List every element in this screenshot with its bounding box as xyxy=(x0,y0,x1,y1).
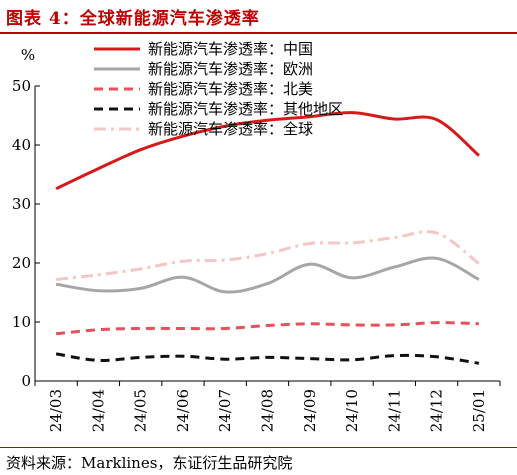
x-tick-label: 24/11 xyxy=(385,389,403,432)
source-label: 资料来源： xyxy=(6,454,82,472)
legend-entry: 新能源汽车渗透率：其他地区 xyxy=(148,100,343,118)
chart-area: % 0 10 20 30 40 50 24/03 24/04 24/05 24/06 24/07 24/… xyxy=(12,40,501,432)
series-line xyxy=(55,230,480,281)
series-lines xyxy=(55,111,480,365)
y-axis-unit: % xyxy=(21,46,35,64)
x-tick-label: 24/12 xyxy=(428,389,446,432)
source-note: 资料来源：Marklines，东证衍生品研究院 xyxy=(6,452,292,473)
figure-title-bar: 图表 4：全球新能源汽车渗透率 xyxy=(0,0,517,34)
series-line xyxy=(55,256,480,294)
y-tick-label: 40 xyxy=(12,136,31,154)
legend-entry: 新能源汽车渗透率：北美 xyxy=(148,80,313,98)
x-tick-label: 24/05 xyxy=(132,389,150,432)
y-tick-label: 10 xyxy=(12,313,31,331)
y-tick-label: 20 xyxy=(12,254,31,272)
x-tick-label: 24/09 xyxy=(301,389,319,432)
chart-axes: % 0 10 20 30 40 50 24/03 24/04 24/05 24/06 24/07 24/… xyxy=(12,46,501,432)
y-tick-label: 0 xyxy=(21,372,31,390)
legend-entry: 新能源汽车渗透率：全球 xyxy=(148,120,313,138)
chart-legend: 新能源汽车渗透率：中国新能源汽车渗透率：欧洲新能源汽车渗透率：北美新能源汽车渗透… xyxy=(94,40,343,138)
x-tick-label: 24/04 xyxy=(89,389,107,432)
series-line xyxy=(55,352,480,365)
title-underline xyxy=(0,32,517,34)
legend-entry: 新能源汽车渗透率：中国 xyxy=(148,40,313,58)
figure-title: 图表 4：全球新能源汽车渗透率 xyxy=(6,9,260,29)
legend-entry: 新能源汽车渗透率：欧洲 xyxy=(148,60,313,78)
x-tick-label: 24/06 xyxy=(174,389,192,432)
y-tick-label: 50 xyxy=(12,77,31,95)
x-tick-label: 24/07 xyxy=(216,389,234,432)
source-value: Marklines，东证衍生品研究院 xyxy=(81,454,293,472)
x-tick-label: 24/08 xyxy=(259,389,277,432)
y-tick-label: 30 xyxy=(12,195,31,213)
x-tick-label: 24/10 xyxy=(343,389,361,432)
x-tick-label: 25/01 xyxy=(470,389,488,432)
series-line xyxy=(55,111,480,191)
x-tick-label: 24/03 xyxy=(47,389,65,432)
series-line xyxy=(55,321,479,336)
source-divider xyxy=(0,447,517,448)
